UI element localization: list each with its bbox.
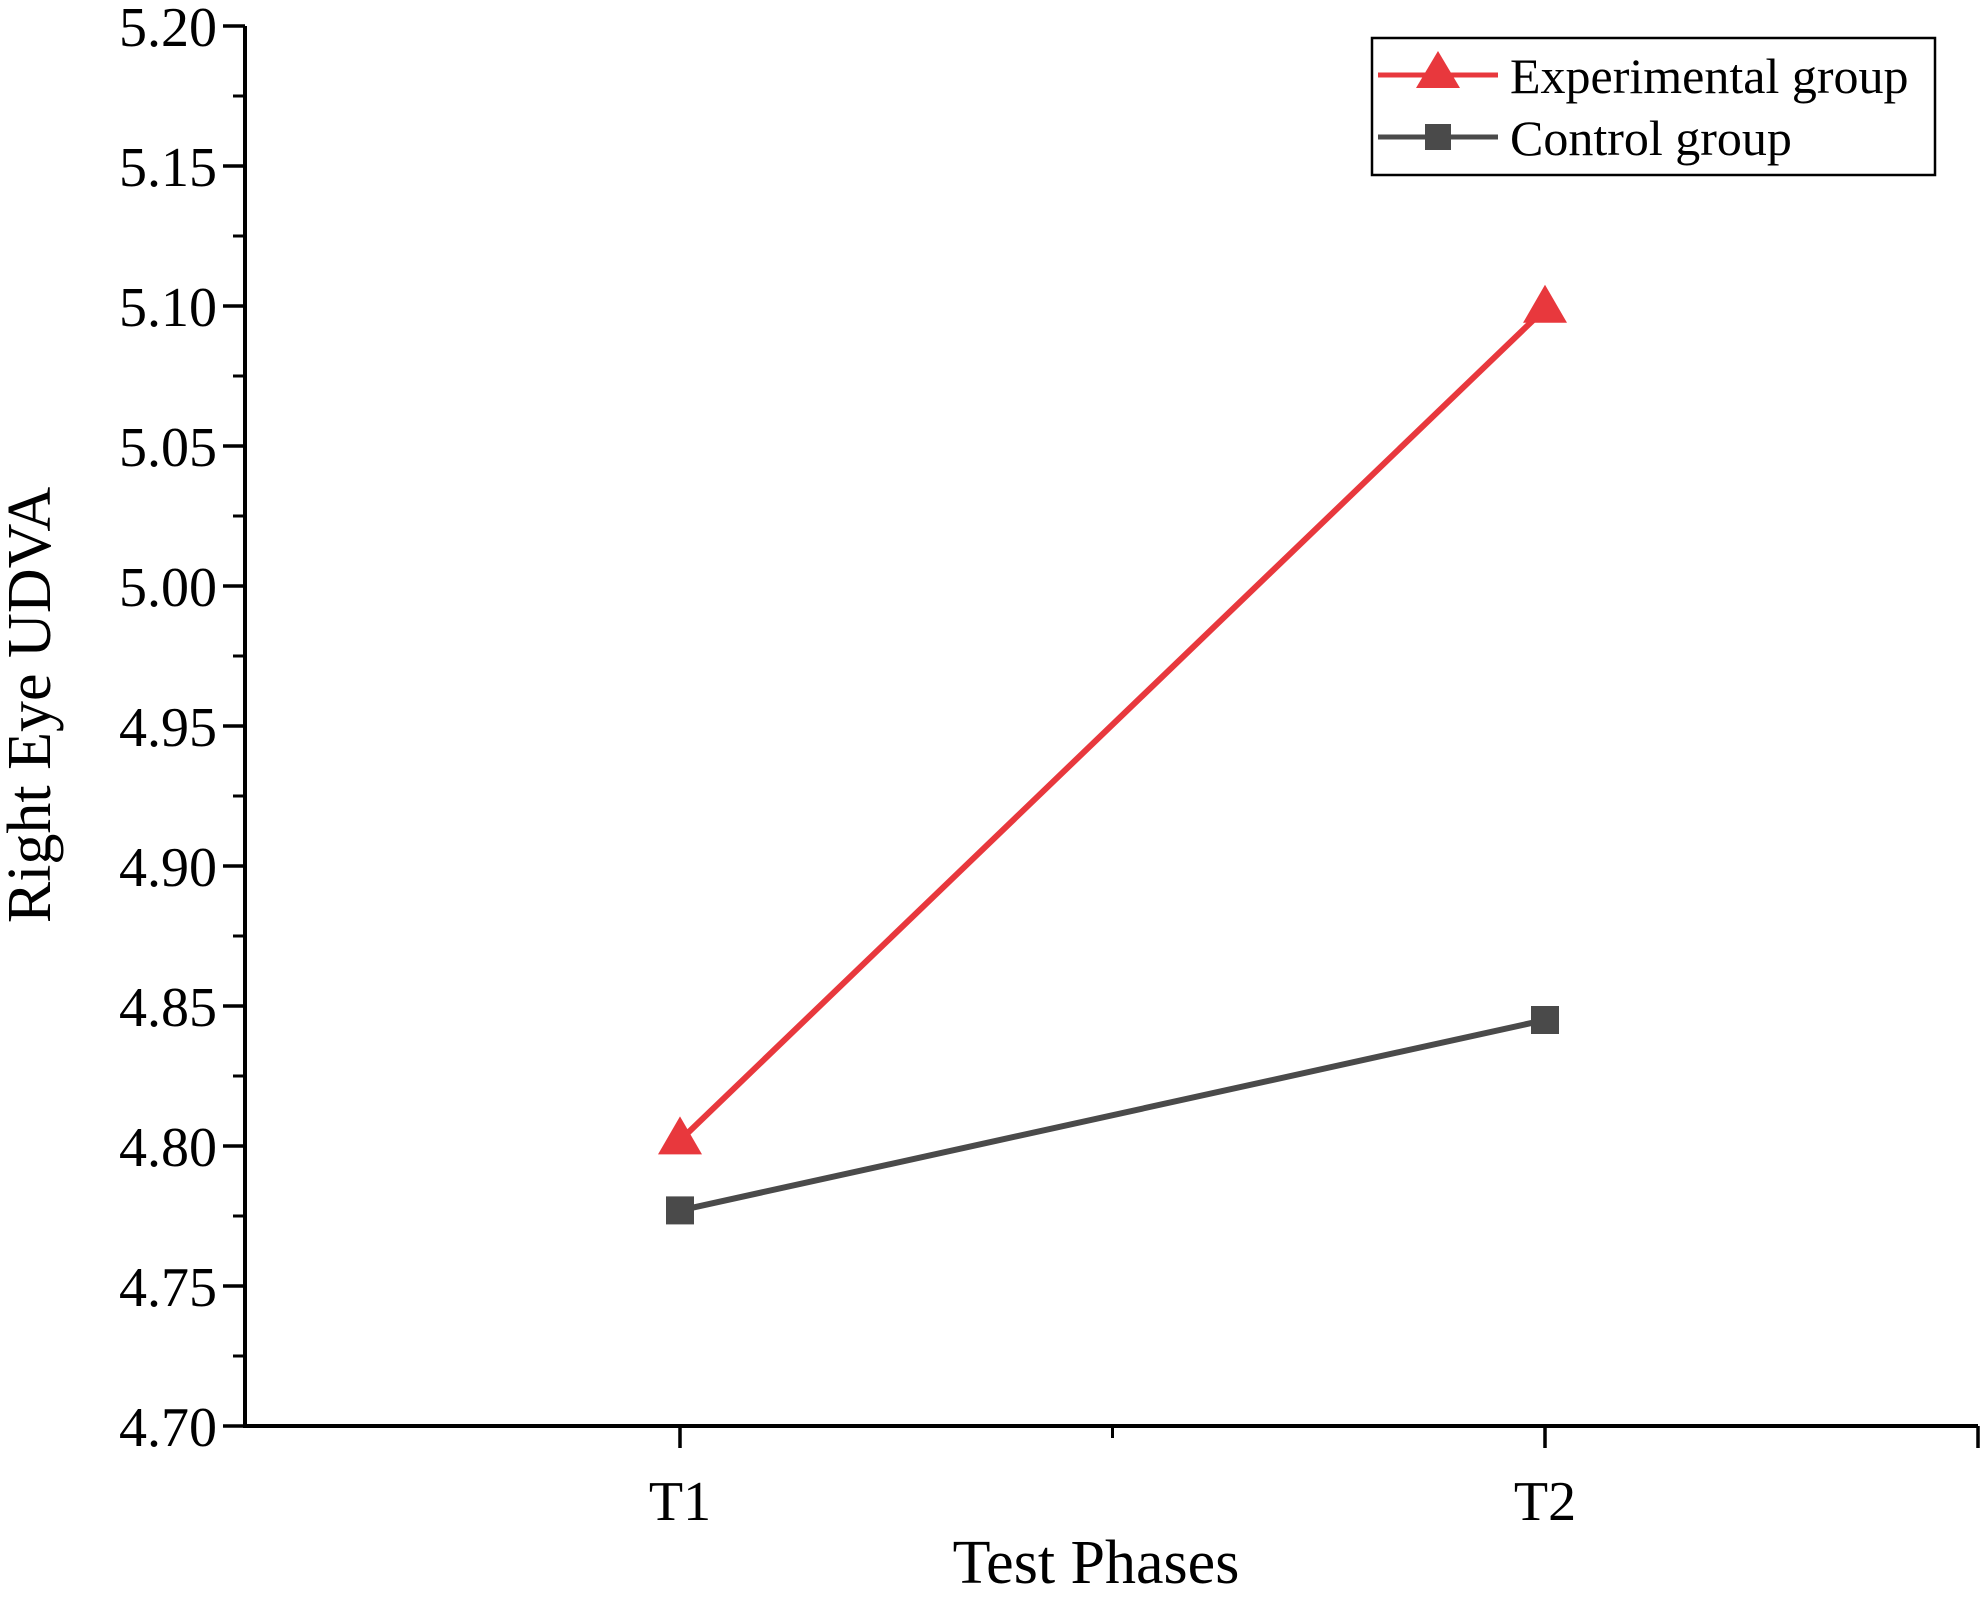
legend-marker-control xyxy=(1425,124,1451,150)
x-tick-label: T2 xyxy=(1514,1471,1576,1533)
series-line-0 xyxy=(677,306,1548,1143)
y-tick-label: 5.20 xyxy=(119,0,217,59)
y-ticks: 4.70 4.75 4.80 4.85 4.90 4.95 5.00 5.05 5.10 5.15… xyxy=(119,0,245,1459)
data-point-triangle xyxy=(658,1116,702,1155)
y-tick-label: 4.85 xyxy=(119,977,217,1039)
y-tick-label: 4.80 xyxy=(119,1117,217,1179)
y-tick-label: 4.90 xyxy=(119,837,217,899)
legend: Experimental group Control group xyxy=(1370,36,1937,177)
y-tick-label: 5.10 xyxy=(119,277,217,339)
legend-label-experimental: Experimental group xyxy=(1510,48,1909,104)
y-tick-label: 5.15 xyxy=(119,137,217,199)
data-point-square xyxy=(666,1196,694,1225)
x-axis-title: Test Phases xyxy=(953,1529,1240,1597)
legend-label-control: Control group xyxy=(1510,110,1792,166)
data-point-triangle xyxy=(1523,284,1567,323)
y-tick-label: 4.75 xyxy=(119,1257,217,1319)
y-tick-label: 5.05 xyxy=(119,417,217,479)
series-group xyxy=(658,284,1567,1225)
x-ticks: T1 T2 xyxy=(649,1426,1980,1533)
legend-box xyxy=(1370,36,1937,177)
series-line-1 xyxy=(679,1017,1546,1214)
x-tick-label: T1 xyxy=(649,1471,711,1533)
y-tick-label: 4.95 xyxy=(119,697,217,759)
data-point-square xyxy=(1531,1006,1559,1034)
y-axis-title: Right Eye UDVA xyxy=(0,487,64,924)
legend-marker-experimental xyxy=(1416,51,1460,88)
y-tick-label: 5.00 xyxy=(119,557,217,619)
y-tick-label: 4.70 xyxy=(119,1397,217,1459)
